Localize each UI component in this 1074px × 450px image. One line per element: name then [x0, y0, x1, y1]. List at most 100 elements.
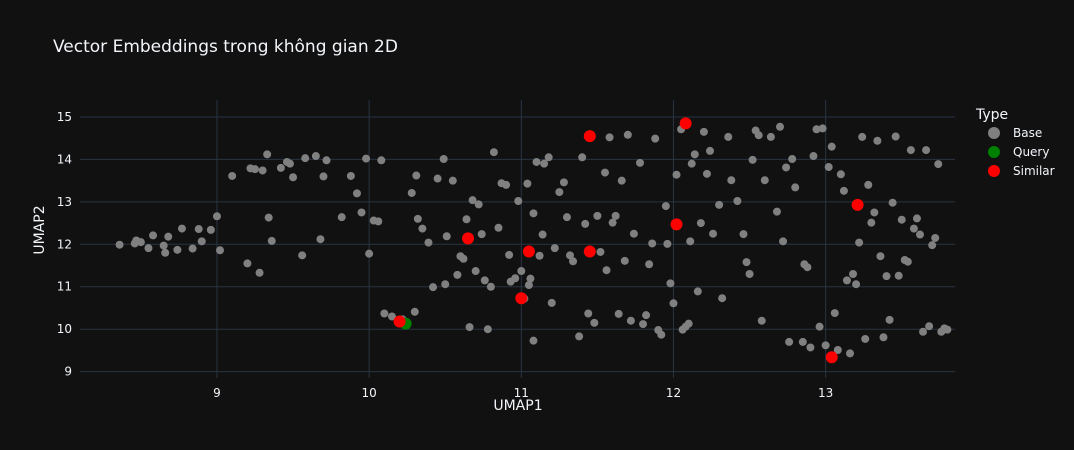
point-base[interactable] [672, 170, 681, 179]
point-base[interactable] [264, 213, 273, 222]
legend-item-query[interactable]: Query [988, 145, 1049, 159]
point-base[interactable] [858, 132, 867, 141]
point-base[interactable] [733, 197, 742, 206]
point-base[interactable] [776, 122, 784, 131]
point-base[interactable] [916, 230, 924, 239]
point-base[interactable] [782, 163, 791, 172]
point-base[interactable] [547, 298, 556, 307]
legend-item-base[interactable]: Base [988, 126, 1042, 140]
point-base[interactable] [611, 211, 620, 220]
point-base[interactable] [276, 163, 285, 172]
point-base[interactable] [849, 270, 858, 279]
point-base[interactable] [748, 155, 757, 164]
point-base[interactable] [301, 154, 310, 163]
point-base[interactable] [144, 244, 153, 253]
point-base[interactable] [319, 172, 328, 181]
point-base[interactable] [596, 247, 605, 256]
point-base[interactable] [903, 257, 912, 266]
point-similar[interactable] [583, 245, 596, 258]
point-base[interactable] [727, 176, 736, 185]
point-base[interactable] [365, 249, 374, 258]
point-base[interactable] [718, 294, 727, 303]
point-base[interactable] [357, 208, 366, 217]
point-similar[interactable] [462, 232, 475, 245]
point-similar[interactable] [825, 351, 838, 364]
point-base[interactable] [593, 211, 602, 220]
point-base[interactable] [418, 224, 427, 233]
point-base[interactable] [818, 124, 827, 133]
point-base[interactable] [702, 169, 711, 178]
point-base[interactable] [433, 174, 442, 183]
point-base[interactable] [311, 152, 320, 161]
point-base[interactable] [352, 189, 361, 198]
point-base[interactable] [448, 176, 457, 185]
point-base[interactable] [267, 236, 276, 245]
point-base[interactable] [617, 176, 626, 185]
point-base[interactable] [919, 327, 928, 336]
point-base[interactable] [809, 152, 818, 161]
point-base[interactable] [424, 238, 433, 247]
point-similar[interactable] [515, 292, 528, 305]
point-base[interactable] [873, 136, 882, 145]
point-base[interactable] [888, 198, 897, 207]
point-base[interactable] [709, 229, 718, 238]
point-base[interactable] [601, 168, 609, 177]
point-base[interactable] [788, 154, 797, 163]
point-similar[interactable] [522, 245, 535, 258]
point-base[interactable] [785, 337, 794, 346]
point-base[interactable] [562, 213, 571, 222]
point-base[interactable] [538, 230, 547, 239]
point-base[interactable] [699, 127, 708, 136]
point-base[interactable] [412, 171, 421, 180]
point-base[interactable] [502, 180, 511, 189]
point-base[interactable] [891, 132, 900, 141]
point-base[interactable] [177, 224, 186, 233]
point-base[interactable] [136, 238, 145, 247]
legend-item-similar[interactable]: Similar [988, 164, 1055, 178]
point-base[interactable] [115, 240, 124, 249]
point-base[interactable] [602, 266, 611, 275]
point-base[interactable] [623, 130, 632, 139]
point-base[interactable] [413, 214, 422, 223]
point-base[interactable] [523, 179, 532, 188]
point-base[interactable] [206, 225, 215, 234]
point-base[interactable] [870, 208, 879, 217]
point-base[interactable] [626, 316, 635, 325]
point-base[interactable] [387, 312, 396, 321]
point-base[interactable] [468, 196, 477, 205]
point-base[interactable] [441, 280, 450, 289]
point-base[interactable] [642, 311, 651, 320]
point-base[interactable] [922, 146, 931, 155]
point-base[interactable] [377, 156, 386, 165]
point-base[interactable] [322, 156, 331, 165]
point-base[interactable] [316, 235, 325, 244]
point-base[interactable] [639, 320, 648, 329]
point-base[interactable] [934, 160, 943, 169]
point-base[interactable] [584, 309, 593, 318]
point-base[interactable] [925, 322, 934, 331]
point-base[interactable] [772, 207, 781, 216]
point-base[interactable] [876, 252, 885, 261]
point-base[interactable] [852, 280, 861, 289]
point-similar[interactable] [393, 315, 406, 328]
point-similar[interactable] [679, 117, 692, 130]
point-base[interactable] [480, 276, 489, 285]
point-base[interactable] [821, 341, 830, 350]
point-similar[interactable] [670, 218, 683, 231]
point-base[interactable] [578, 153, 587, 162]
point-base[interactable] [263, 150, 272, 159]
point-base[interactable] [529, 336, 538, 345]
point-base[interactable] [486, 282, 495, 291]
point-base[interactable] [867, 218, 876, 227]
point-base[interactable] [766, 132, 775, 141]
point-base[interactable] [791, 183, 800, 192]
point-base[interactable] [824, 163, 833, 172]
point-base[interactable] [362, 154, 371, 163]
legend[interactable]: Type Base Query Similar [975, 107, 1055, 178]
legend-items[interactable]: Base Query Similar [988, 126, 1055, 178]
point-base[interactable] [212, 212, 221, 221]
point-base[interactable] [474, 200, 483, 209]
point-base[interactable] [879, 333, 888, 342]
point-base[interactable] [526, 274, 535, 283]
point-base[interactable] [505, 250, 514, 259]
